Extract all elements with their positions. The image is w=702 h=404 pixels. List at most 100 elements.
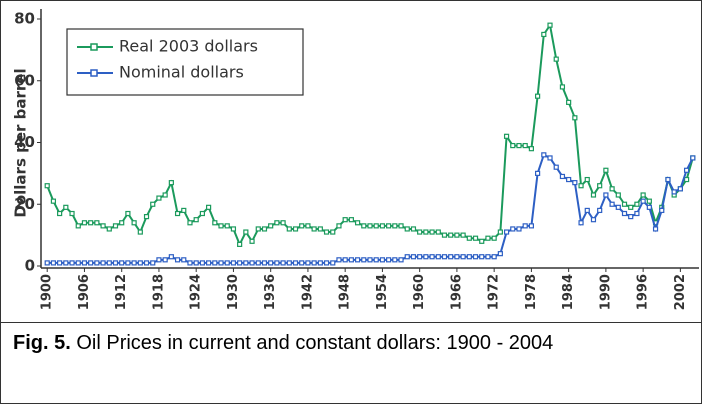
point-marker xyxy=(249,260,255,266)
point-marker xyxy=(206,260,212,266)
point-marker xyxy=(361,223,367,229)
point-marker xyxy=(404,226,410,232)
point-marker xyxy=(373,257,379,263)
point-marker xyxy=(69,210,75,217)
point-marker xyxy=(621,210,628,217)
point-marker xyxy=(255,226,261,232)
point-marker xyxy=(292,226,299,232)
point-marker xyxy=(268,260,274,266)
point-marker xyxy=(218,223,224,229)
point-marker xyxy=(559,84,566,90)
point-marker xyxy=(268,223,274,229)
point-marker xyxy=(106,260,112,266)
point-marker xyxy=(454,254,460,260)
point-marker xyxy=(44,260,50,266)
point-marker xyxy=(367,223,373,229)
point-marker xyxy=(609,201,615,207)
point-marker xyxy=(255,260,261,266)
point-marker xyxy=(63,260,69,266)
point-marker xyxy=(342,217,348,223)
point-marker xyxy=(280,220,286,226)
caption-text: Oil Prices in current and constant dolla… xyxy=(76,332,554,354)
point-marker xyxy=(112,260,119,266)
point-marker xyxy=(150,260,156,266)
point-marker xyxy=(156,257,162,263)
point-marker xyxy=(609,186,615,192)
point-marker xyxy=(317,260,323,266)
point-marker xyxy=(193,260,199,266)
point-marker xyxy=(417,254,423,260)
point-marker xyxy=(137,229,143,235)
point-marker xyxy=(503,133,510,139)
point-marker xyxy=(168,180,174,186)
point-marker xyxy=(57,260,63,266)
legend-marker xyxy=(90,69,98,77)
point-marker xyxy=(541,31,547,38)
point-marker xyxy=(354,220,361,226)
point-marker xyxy=(528,223,534,229)
point-marker xyxy=(81,260,88,266)
point-marker xyxy=(181,257,187,263)
point-marker xyxy=(603,192,609,198)
x-tick-label: 1954 xyxy=(375,274,390,310)
point-marker xyxy=(410,226,417,232)
point-marker xyxy=(131,260,137,266)
point-marker xyxy=(553,164,559,170)
chart: Dollars per barrel 0 20 40 60 80 1900 1906 1912… xyxy=(12,9,699,310)
y-tick-label: 80 xyxy=(14,10,35,28)
point-marker xyxy=(646,204,652,210)
point-marker xyxy=(460,232,466,238)
point-marker xyxy=(44,183,50,189)
point-marker xyxy=(441,254,448,260)
point-marker xyxy=(112,223,119,229)
point-marker xyxy=(100,223,106,229)
point-marker xyxy=(634,210,640,217)
point-marker xyxy=(162,192,168,198)
point-marker xyxy=(224,260,230,266)
x-tick-label: 1978 xyxy=(524,274,539,310)
point-marker xyxy=(348,217,354,223)
point-marker xyxy=(286,260,292,266)
point-marker xyxy=(143,214,150,220)
point-marker xyxy=(187,220,193,226)
point-marker xyxy=(94,260,100,266)
point-marker xyxy=(137,260,143,266)
point-marker xyxy=(615,192,621,198)
point-marker xyxy=(497,251,503,257)
legend-label: Real 2003 dollars xyxy=(119,37,258,56)
point-marker xyxy=(243,229,249,235)
legend-box xyxy=(66,28,304,96)
point-marker xyxy=(516,142,522,149)
point-marker xyxy=(640,198,646,204)
point-marker xyxy=(522,223,528,229)
point-marker xyxy=(174,210,181,217)
y-axis-label: Dollars per barrel xyxy=(12,68,30,217)
point-marker xyxy=(274,260,280,266)
point-marker xyxy=(547,22,553,28)
point-marker xyxy=(261,226,268,232)
x-tick-label: 1966 xyxy=(449,274,464,310)
point-marker xyxy=(299,223,305,229)
point-marker xyxy=(150,201,156,207)
legend-marker xyxy=(90,43,98,51)
point-marker xyxy=(572,115,578,121)
point-marker xyxy=(628,214,634,220)
point-marker xyxy=(404,254,410,260)
point-marker xyxy=(429,229,435,235)
point-marker xyxy=(88,220,94,226)
point-marker xyxy=(392,223,398,229)
point-marker xyxy=(510,142,516,149)
point-marker xyxy=(336,223,342,229)
point-marker xyxy=(690,155,696,161)
x-tick-label: 1936 xyxy=(263,274,278,310)
point-marker xyxy=(516,226,522,232)
point-marker xyxy=(299,260,305,266)
point-marker xyxy=(597,207,603,214)
point-marker xyxy=(683,176,690,183)
point-marker xyxy=(50,260,57,266)
point-marker xyxy=(547,155,553,161)
point-marker xyxy=(584,207,590,214)
point-marker xyxy=(528,146,534,152)
point-marker xyxy=(621,201,628,207)
